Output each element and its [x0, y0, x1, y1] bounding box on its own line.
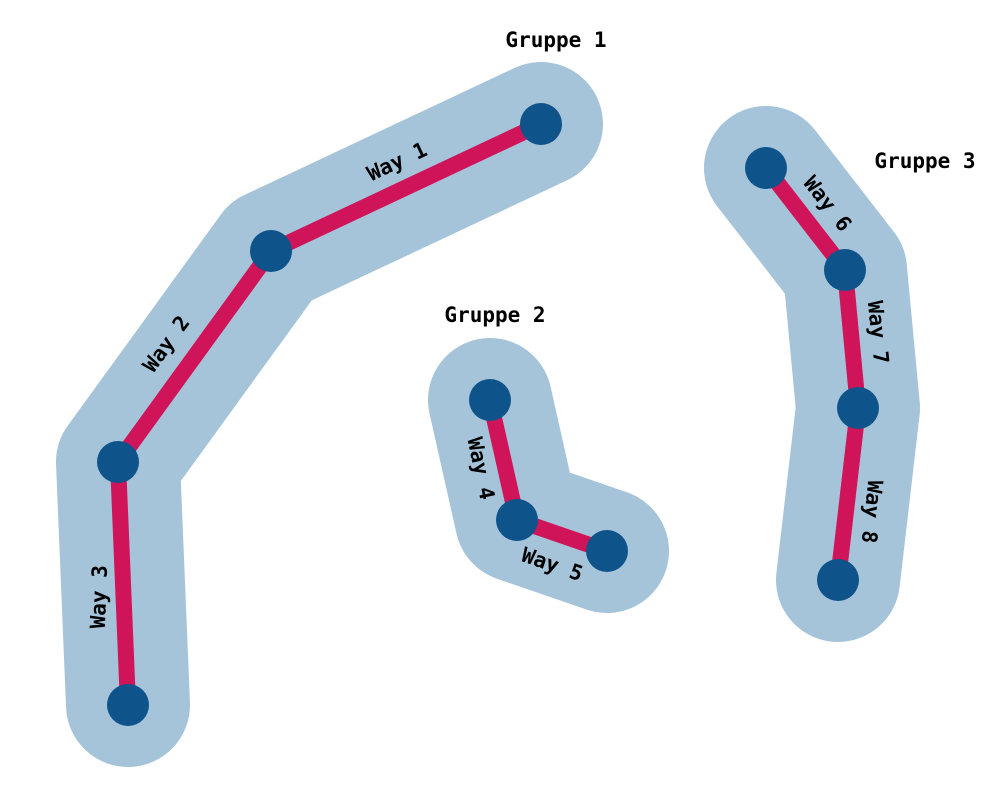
node[interactable] [496, 499, 538, 541]
node[interactable] [837, 387, 879, 429]
node[interactable] [745, 147, 787, 189]
node[interactable] [586, 530, 628, 572]
node[interactable] [97, 441, 139, 483]
way-2-line[interactable] [110, 243, 279, 470]
group-1-title: Gruppe 1 [505, 28, 606, 52]
group-3-title: Gruppe 3 [874, 149, 975, 173]
group-3: Way 6 Way 7 Way 8 Gruppe 3 [704, 106, 976, 642]
way-8-line[interactable] [830, 400, 866, 588]
way-3-label: Way 3 [86, 565, 112, 629]
way-7-line[interactable] [837, 262, 866, 416]
way-1-line[interactable] [263, 116, 549, 259]
way-6-line[interactable] [758, 160, 853, 278]
node[interactable] [469, 379, 511, 421]
node[interactable] [817, 559, 859, 601]
node[interactable] [250, 230, 292, 272]
group-2-title: Gruppe 2 [444, 303, 545, 327]
way-3-line[interactable] [110, 454, 136, 713]
group-2: Way 4 Way 5 Gruppe 2 [428, 303, 669, 613]
group-1: Way 1 Way 2 Way 3 Gruppe 1 [56, 28, 607, 767]
node[interactable] [107, 684, 149, 726]
node[interactable] [520, 103, 562, 145]
node[interactable] [824, 249, 866, 291]
